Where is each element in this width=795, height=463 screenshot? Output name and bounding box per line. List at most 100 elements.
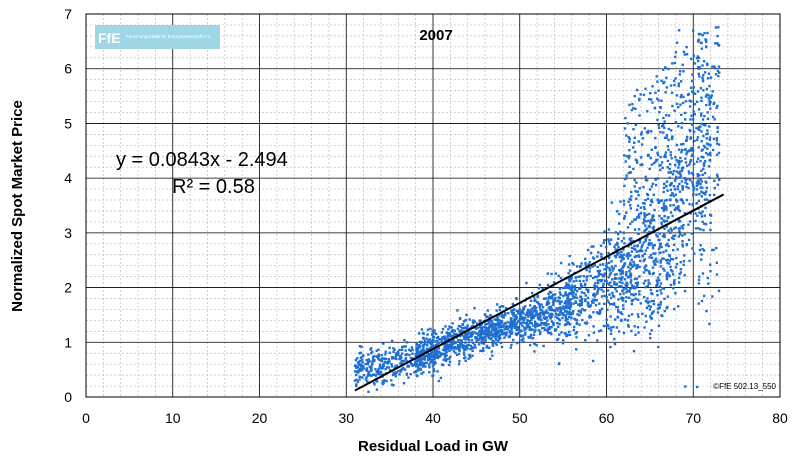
data-point [681,240,684,243]
data-point [429,327,432,331]
data-point [569,303,573,307]
data-point [619,273,622,276]
data-point [674,77,677,80]
data-point [648,332,652,336]
y-tick-label: 2 [64,280,72,296]
data-point [644,279,647,282]
data-point [393,348,396,351]
data-point [632,294,636,297]
data-point [597,274,600,277]
data-point [584,264,587,267]
data-point [489,333,493,337]
data-point [482,347,485,350]
data-point [582,279,585,283]
data-point [452,339,455,342]
data-point [580,297,584,301]
data-point [473,343,476,347]
data-point [656,153,660,157]
data-point [360,345,363,349]
data-point [648,242,651,245]
data-point [642,282,646,285]
data-point [662,209,665,212]
data-point [650,198,653,201]
data-point [621,269,624,273]
x-tick-label: 80 [772,410,788,426]
data-point [683,53,686,56]
y-tick-label: 3 [64,225,72,241]
data-point [365,367,369,370]
data-point [656,280,659,283]
data-point [456,339,460,342]
data-point [702,89,705,92]
data-point [640,245,643,249]
data-point [617,237,620,240]
data-point [449,346,452,349]
data-point [416,350,419,353]
data-point [530,317,533,320]
data-point [418,361,422,365]
data-point [647,98,651,101]
data-point [418,340,422,344]
data-point [683,111,687,115]
data-point [591,359,595,363]
data-point [416,365,420,369]
data-point [447,343,451,347]
data-point [545,328,549,332]
data-point [633,277,637,281]
data-point [704,38,707,41]
data-point [634,286,638,289]
data-point [609,332,613,335]
data-point [714,42,717,45]
data-point [633,263,636,266]
data-point [510,309,513,313]
data-point [622,253,625,256]
data-point [425,361,428,364]
data-point [623,184,626,188]
data-point [586,248,590,252]
data-point [428,371,431,374]
data-point [461,323,464,326]
data-point [672,194,675,198]
data-point [558,306,562,309]
data-point [521,310,524,314]
data-point [397,352,400,355]
data-point [498,336,501,339]
data-point [705,190,708,193]
data-point [644,178,648,182]
data-point [633,178,636,182]
data-point [663,215,666,218]
data-point [462,335,466,338]
data-point [649,222,652,225]
data-point [635,161,639,164]
data-point [577,310,580,313]
data-point [422,343,425,347]
data-point [669,227,672,230]
data-point [682,95,685,99]
data-point [611,291,614,295]
data-point [675,200,679,203]
data-point [684,181,687,184]
data-point [652,193,655,196]
data-point [680,121,684,125]
data-point [358,352,361,355]
data-point [711,295,714,298]
data-point [671,173,675,176]
data-point [620,278,623,282]
data-point [378,363,382,366]
data-point [386,362,389,365]
data-point [390,383,394,386]
data-point [634,218,637,221]
data-point [662,287,666,290]
data-point [635,197,638,200]
data-point [695,100,699,103]
data-point [460,339,463,342]
data-point [649,253,653,257]
data-point [642,185,645,189]
data-point [526,322,529,326]
data-point [690,232,693,235]
data-point [639,248,643,251]
data-point [698,211,701,214]
data-point [665,258,668,262]
x-axis-title: Residual Load in GW [358,438,509,455]
data-point [627,323,630,327]
